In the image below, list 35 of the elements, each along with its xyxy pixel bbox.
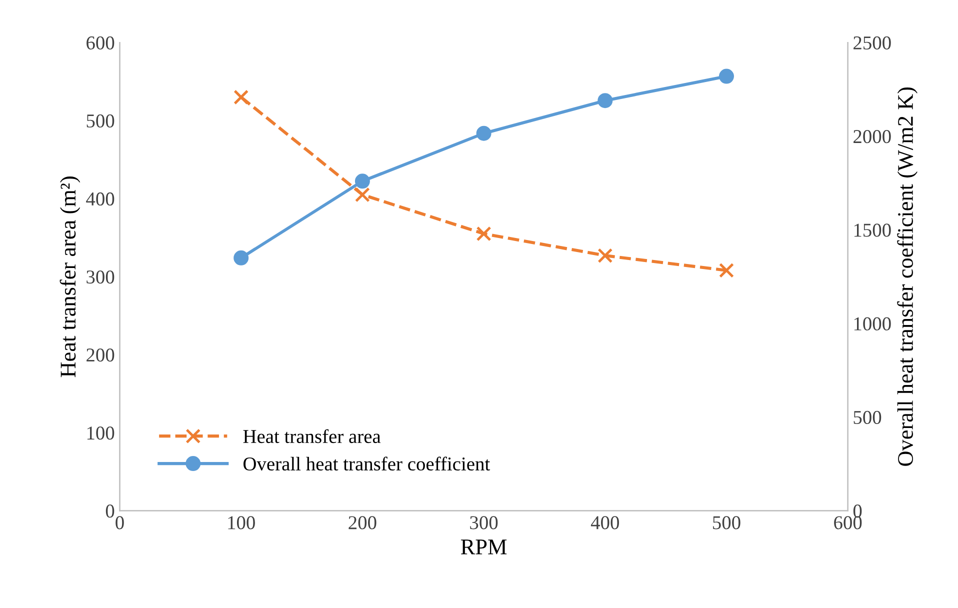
point (598, 93, 613, 108)
legend-label: Overall heat transfer coefficient (244, 456, 490, 471)
y2-axis-title: Overall heat transfer coefficient (W/m2 K) (897, 87, 918, 466)
x-tick-label: 300 (470, 516, 498, 530)
y2-tick-label: 2500 (854, 36, 891, 50)
x-tick-label: 200 (348, 516, 376, 530)
y-tick-label: 0 (106, 504, 114, 518)
y-tick-label: 600 (86, 36, 114, 50)
y2-tick-label: 2000 (854, 130, 891, 144)
x-tick-label: 600 (834, 516, 862, 530)
point (718, 68, 734, 84)
x-axis-title: RPM (460, 540, 507, 554)
point (476, 226, 492, 242)
y-axis-title: Heat transfer area (m²) (60, 176, 80, 378)
x-tick-label: 0 (116, 516, 124, 530)
y-tick-label: 200 (86, 348, 114, 362)
y-tick-label: 500 (86, 114, 114, 128)
point (354, 174, 370, 189)
point (718, 262, 734, 278)
legend-label: Heat transfer area (243, 429, 381, 444)
x-tick-label: 400 (590, 516, 619, 530)
y2-tick-label: 1500 (854, 224, 891, 237)
x-tick-label: 500 (713, 516, 740, 530)
y-tick-label: 400 (86, 192, 114, 206)
point (234, 90, 249, 105)
y-tick-label: 100 (87, 426, 114, 440)
x-tick-label: 100 (228, 516, 255, 530)
point (354, 187, 370, 202)
point (476, 126, 492, 141)
y2-tick-label: 0 (853, 504, 862, 518)
y2-tick-label: 500 (854, 410, 882, 424)
point (234, 250, 249, 266)
y2-tick-label: 1000 (854, 317, 891, 330)
point (598, 248, 613, 264)
y-tick-label: 300 (86, 270, 114, 284)
